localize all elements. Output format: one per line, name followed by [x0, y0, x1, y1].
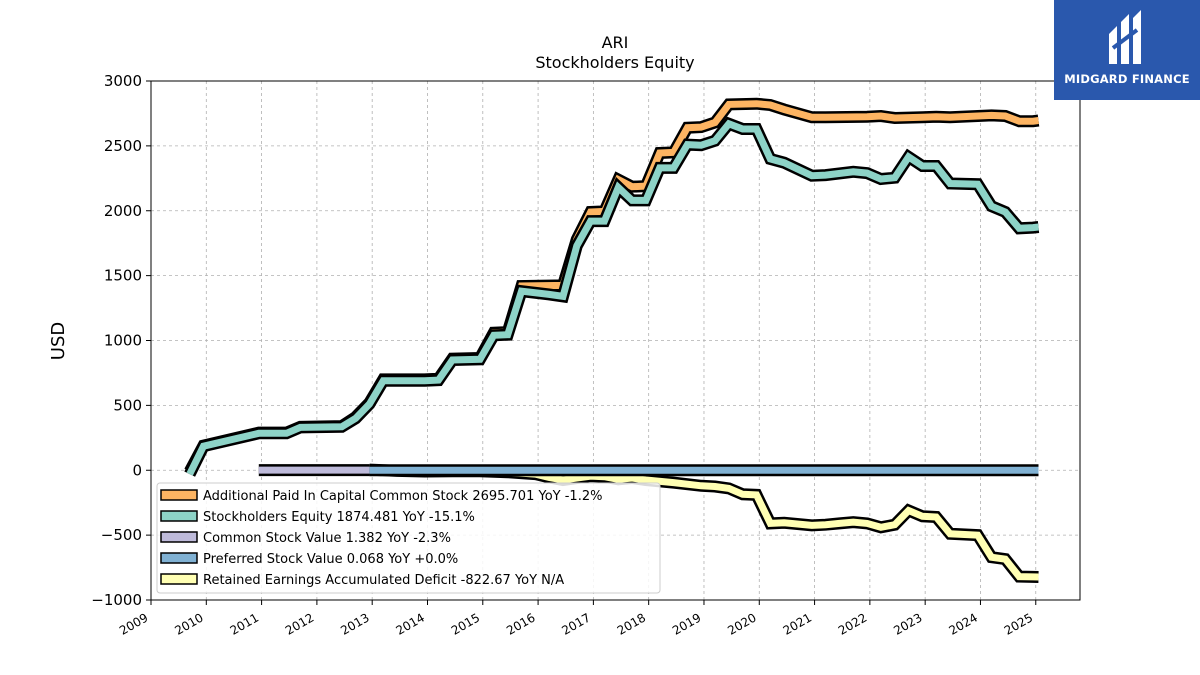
y-tick-label: 2000 — [104, 202, 142, 220]
x-tick-label: 2009 — [117, 610, 150, 637]
chart-subtitle: Stockholders Equity — [535, 53, 694, 72]
y-tick-label: 0 — [132, 461, 142, 479]
x-tick-label: 2012 — [283, 610, 316, 637]
x-tick-label: 2019 — [670, 610, 703, 637]
legend-swatch — [160, 489, 198, 501]
series-stockholders-equity — [184, 116, 1040, 477]
logo-mark-icon — [1109, 10, 1141, 64]
legend-label: Stockholders Equity 1874.481 YoY -15.1% — [203, 510, 475, 525]
y-axis-label: USD — [48, 322, 69, 360]
y-tick-label: −1000 — [91, 591, 142, 609]
series-line — [186, 119, 1039, 476]
legend-label: Retained Earnings Accumulated Deficit -8… — [203, 573, 564, 588]
legend-label: Additional Paid In Capital Common Stock … — [203, 489, 602, 504]
brand-logo: MIDGARD FINANCE — [1054, 0, 1200, 100]
legend-label: Preferred Stock Value 0.068 YoY +0.0% — [203, 552, 458, 567]
legend-item: Retained Earnings Accumulated Deficit -8… — [160, 573, 564, 588]
x-tick-label: 2021 — [781, 610, 814, 637]
x-tick-label: 2017 — [559, 610, 592, 637]
legend-swatch — [160, 510, 198, 522]
x-tick-label: 2015 — [449, 610, 482, 637]
x-tick-label: 2016 — [504, 610, 537, 637]
x-axis: 2009 2010 2011 2012 2013 2014 2015 2016 2017 2018… — [117, 600, 1037, 638]
y-tick-label: 500 — [113, 396, 142, 414]
y-axis: 3000 2500 2000 1500 1000 500 0 −500 −1000 — [91, 72, 151, 609]
x-tick-label: 2018 — [615, 610, 648, 637]
y-tick-label: 2500 — [104, 137, 142, 155]
legend-swatch — [160, 531, 198, 543]
legend-item: Stockholders Equity 1874.481 YoY -15.1% — [160, 510, 475, 525]
x-tick-label: 2023 — [891, 610, 924, 637]
legend-item: Additional Paid In Capital Common Stock … — [160, 489, 602, 504]
chart-title: ARI — [602, 33, 629, 52]
series-layer — [184, 97, 1040, 583]
y-tick-label: 3000 — [104, 72, 142, 90]
legend-item: Common Stock Value 1.382 YoY -2.3% — [160, 531, 451, 546]
x-tick-label: 2024 — [947, 610, 980, 637]
logo-text: MIDGARD FINANCE — [1064, 72, 1190, 86]
x-tick-label: 2013 — [338, 610, 371, 637]
legend-item: Preferred Stock Value 0.068 YoY +0.0% — [160, 552, 458, 567]
legend: Additional Paid In Capital Common Stock … — [156, 482, 661, 594]
x-tick-label: 2020 — [725, 610, 758, 637]
legend-swatch — [160, 573, 198, 585]
x-tick-label: 2010 — [172, 610, 205, 637]
x-tick-label: 2022 — [836, 610, 869, 637]
y-tick-label: −500 — [101, 526, 142, 544]
x-tick-label: 2014 — [394, 610, 427, 637]
x-tick-label: 2025 — [1002, 610, 1035, 637]
legend-swatch — [160, 552, 198, 564]
legend-box — [156, 482, 661, 594]
legend-label: Common Stock Value 1.382 YoY -2.3% — [203, 531, 451, 546]
x-tick-label: 2011 — [228, 610, 261, 637]
y-tick-label: 1500 — [104, 267, 142, 285]
y-tick-label: 1000 — [104, 332, 142, 350]
